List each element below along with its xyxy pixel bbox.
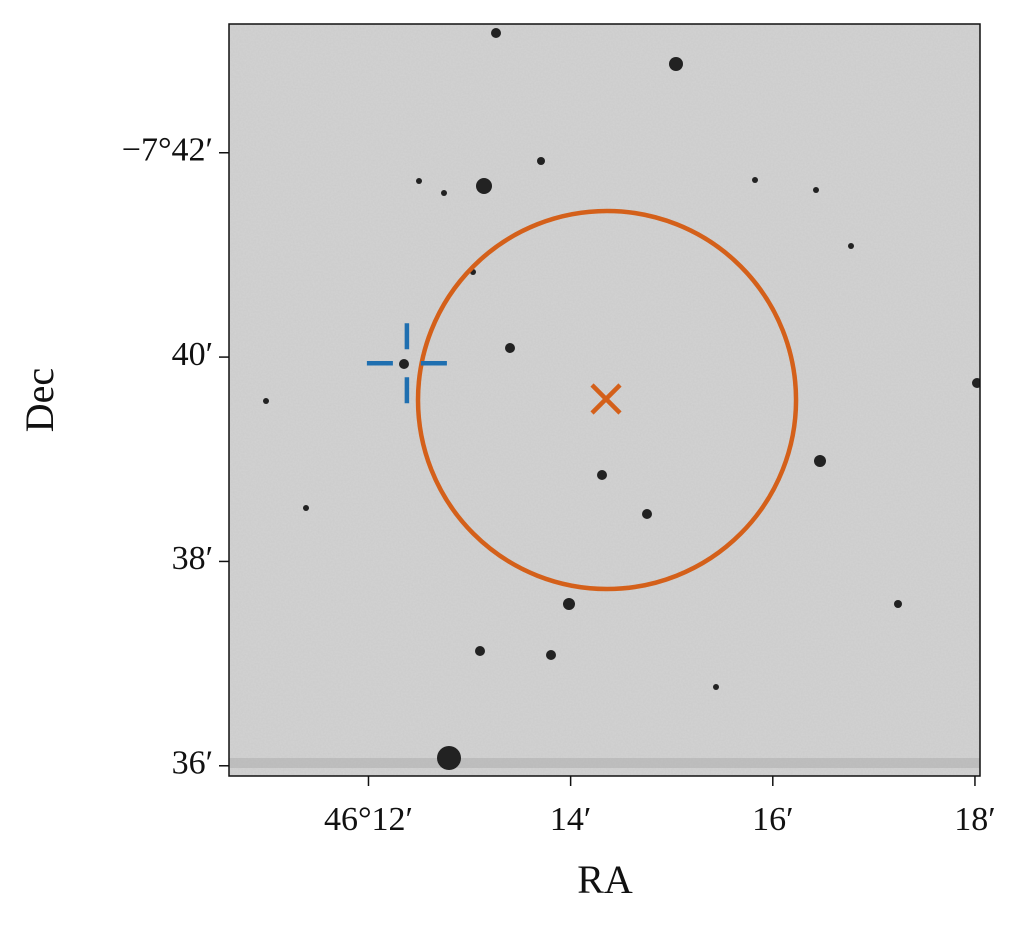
- x-tick-label: 14′: [550, 801, 591, 838]
- y-tick-label: 38′: [172, 540, 213, 577]
- x-tick-label: 18′: [954, 801, 995, 838]
- plot-frame: [228, 23, 981, 777]
- x-tick-label: 46°12′: [324, 801, 413, 838]
- x-axis-label: RA: [577, 857, 633, 902]
- stars: [263, 28, 980, 770]
- y-tick-label: 36′: [172, 745, 213, 782]
- x-tick-label: 16′: [752, 801, 793, 838]
- y-tick-label: −7°42′: [122, 132, 213, 169]
- y-tick-label: 40′: [172, 336, 213, 373]
- x-marker: [590, 383, 622, 415]
- y-axis-label: Dec: [17, 368, 62, 432]
- search-circle: [415, 208, 799, 592]
- plus-marker: [366, 323, 447, 404]
- image-streak: [229, 758, 980, 768]
